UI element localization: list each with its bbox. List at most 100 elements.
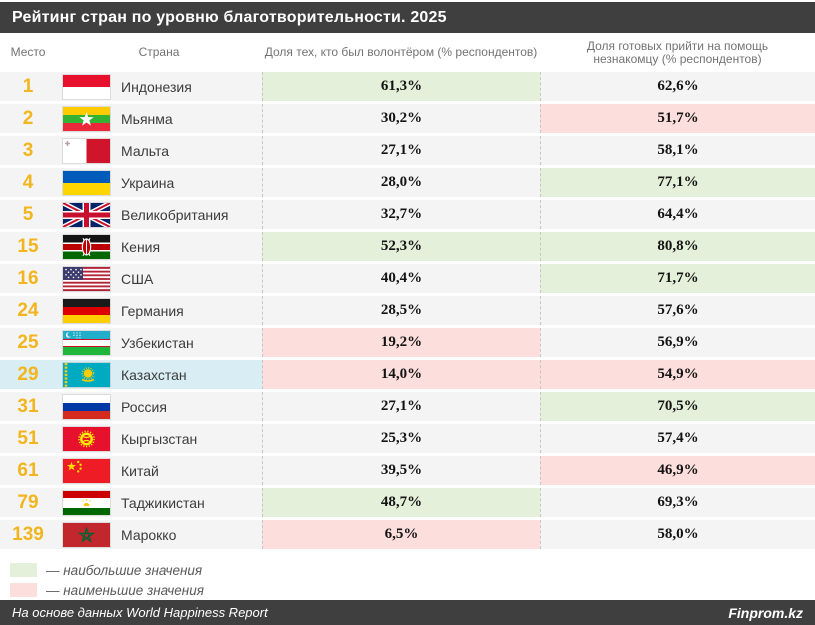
volunteer-value: 27,1% xyxy=(262,392,540,421)
rank-cell: 15 xyxy=(17,235,39,257)
volunteer-value: 28,0% xyxy=(262,168,540,197)
table-row: 1 Индонезия 61,3% 62,6% xyxy=(0,72,815,101)
table-row: 61 Китай 39,5% 46,9% xyxy=(0,456,815,485)
footer-bar: На основе данных World Happiness Report … xyxy=(0,600,815,625)
country-label: Марокко xyxy=(121,526,177,543)
country-label: США xyxy=(121,270,154,287)
column-header-volunteer: Доля тех, кто был волонтёром (% респонде… xyxy=(264,45,538,59)
country-label: Великобритания xyxy=(121,206,229,223)
table-row: 5 Великобритания 32,7% 64,4% xyxy=(0,200,815,229)
table-row: 16 США 40,4% 71,7% xyxy=(0,264,815,293)
legend-swatch-low-icon xyxy=(10,583,37,597)
country-cell: Мьянма xyxy=(56,104,262,133)
country-cell: Кыргызстан xyxy=(56,424,262,453)
title-bar: Рейтинг стран по уровню благотворительно… xyxy=(0,2,815,33)
table-row: 29 Казахстан 14,0% 54,9% xyxy=(0,360,815,389)
flag-kyrgyzstan-icon xyxy=(63,426,110,451)
legend-label-low: — наименьшие значения xyxy=(46,582,204,598)
flag-uk-icon xyxy=(63,202,110,227)
rank-cell: 51 xyxy=(17,427,39,449)
flag-indonesia-icon xyxy=(63,74,110,99)
country-cell: Марокко xyxy=(56,520,262,549)
rank-cell: 16 xyxy=(17,267,39,289)
country-label: Кения xyxy=(121,238,161,255)
volunteer-value: 25,3% xyxy=(262,424,540,453)
country-label: Узбекистан xyxy=(121,334,194,351)
table-row: 3 Мальта 27,1% 58,1% xyxy=(0,136,815,165)
country-cell: Казахстан xyxy=(56,360,262,389)
help-value: 71,7% xyxy=(540,264,815,293)
help-value: 69,3% xyxy=(540,488,815,517)
volunteer-value: 6,5% xyxy=(262,520,540,549)
rank-cell: 1 xyxy=(22,75,34,97)
flag-kenya-icon xyxy=(63,234,110,259)
rank-cell: 61 xyxy=(17,459,39,481)
flag-ukraine-icon xyxy=(63,170,110,195)
country-label: Россия xyxy=(121,398,167,415)
country-label: Индонезия xyxy=(121,78,192,95)
country-cell: Узбекистан xyxy=(56,328,262,357)
country-cell: Индонезия xyxy=(56,72,262,101)
country-label: Украина xyxy=(121,174,175,191)
brand-logo: Finprom.kz xyxy=(728,604,803,621)
volunteer-value: 48,7% xyxy=(262,488,540,517)
column-header-country: Страна xyxy=(138,45,180,59)
volunteer-value: 39,5% xyxy=(262,456,540,485)
help-value: 54,9% xyxy=(540,360,815,389)
help-value: 77,1% xyxy=(540,168,815,197)
help-value: 70,5% xyxy=(540,392,815,421)
footer-source: На основе данных World Happiness Report xyxy=(12,605,268,620)
country-cell: Мальта xyxy=(56,136,262,165)
volunteer-value: 61,3% xyxy=(262,72,540,101)
table-row: 15 Кения 52,3% 80,8% xyxy=(0,232,815,261)
legend-label-high: — наибольшие значения xyxy=(46,562,203,578)
help-value: 56,9% xyxy=(540,328,815,357)
rank-cell: 25 xyxy=(17,331,39,353)
table-row: 24 Германия 28,5% 57,6% xyxy=(0,296,815,325)
table-row: 2 Мьянма 30,2% 51,7% xyxy=(0,104,815,133)
flag-usa-icon xyxy=(63,266,110,291)
country-cell: США xyxy=(56,264,262,293)
country-label: Китай xyxy=(121,462,159,479)
volunteer-value: 19,2% xyxy=(262,328,540,357)
legend: — наибольшие значения — наименьшие значе… xyxy=(0,552,815,600)
rank-cell: 2 xyxy=(22,107,34,129)
table-row: 4 Украина 28,0% 77,1% xyxy=(0,168,815,197)
volunteer-value: 27,1% xyxy=(262,136,540,165)
country-cell: Россия xyxy=(56,392,262,421)
country-label: Германия xyxy=(121,302,184,319)
rank-cell: 5 xyxy=(22,203,34,225)
help-value: 57,6% xyxy=(540,296,815,325)
flag-uzbekistan-icon xyxy=(63,330,110,355)
rank-cell: 31 xyxy=(17,395,39,417)
table-header-row: Место Страна Доля тех, кто был волонтёро… xyxy=(0,33,815,72)
flag-myanmar-icon xyxy=(63,106,110,131)
table-row: 79 Таджикистан 48,7% 69,3% xyxy=(0,488,815,517)
country-cell: Украина xyxy=(56,168,262,197)
flag-malta-icon xyxy=(63,138,110,163)
help-value: 58,0% xyxy=(540,520,815,549)
help-value: 51,7% xyxy=(540,104,815,133)
table-body: 1 Индонезия 61,3% 62,6% 2 Мьянма 30,2% 5… xyxy=(0,72,815,549)
country-cell: Китай xyxy=(56,456,262,485)
page-title: Рейтинг стран по уровню благотворительно… xyxy=(12,8,447,26)
flag-china-icon xyxy=(63,458,110,483)
country-cell: Германия xyxy=(56,296,262,325)
volunteer-value: 14,0% xyxy=(262,360,540,389)
rank-cell: 79 xyxy=(17,491,39,513)
volunteer-value: 28,5% xyxy=(262,296,540,325)
help-value: 64,4% xyxy=(540,200,815,229)
rank-cell: 29 xyxy=(17,363,39,385)
table-row: 31 Россия 27,1% 70,5% xyxy=(0,392,815,421)
volunteer-value: 32,7% xyxy=(262,200,540,229)
rank-cell: 139 xyxy=(12,523,44,545)
legend-item-low: — наименьшие значения xyxy=(10,580,815,600)
flag-tajikistan-icon xyxy=(63,490,110,515)
flag-kazakhstan-icon xyxy=(63,362,110,387)
help-value: 57,4% xyxy=(540,424,815,453)
help-value: 80,8% xyxy=(540,232,815,261)
country-label: Кыргызстан xyxy=(121,430,198,447)
country-label: Таджикистан xyxy=(121,494,205,511)
legend-item-high: — наибольшие значения xyxy=(10,560,815,580)
